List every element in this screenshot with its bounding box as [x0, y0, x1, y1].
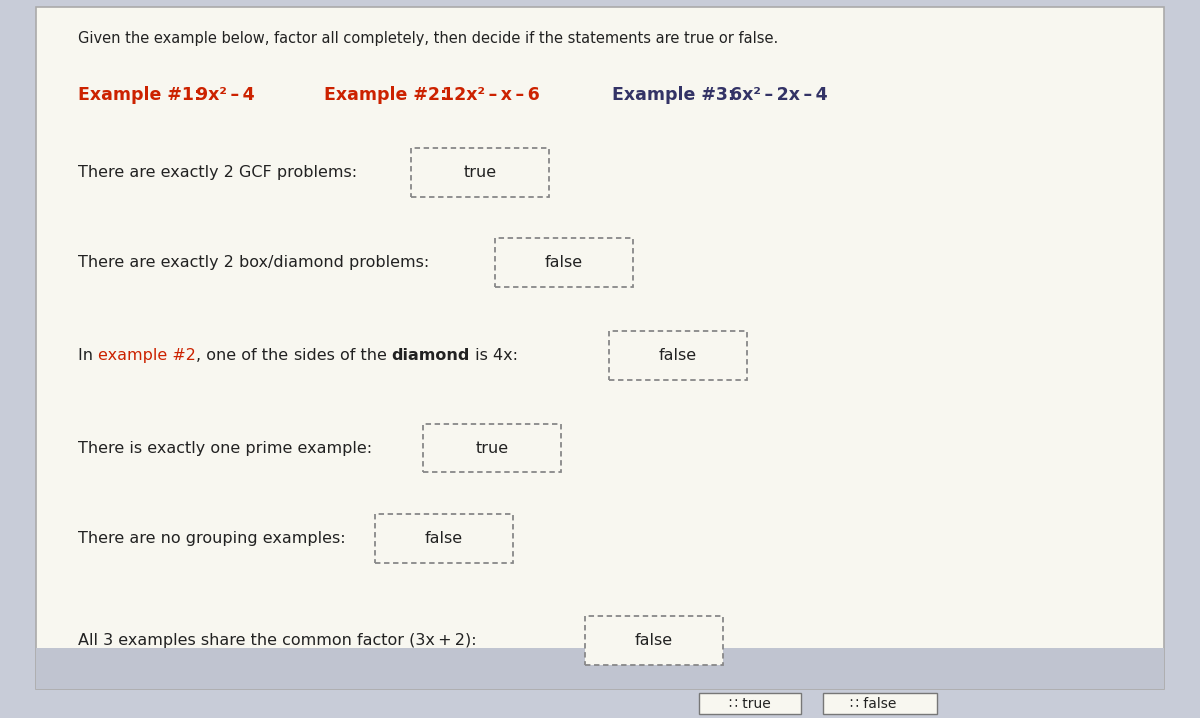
FancyBboxPatch shape	[36, 648, 1164, 689]
FancyBboxPatch shape	[586, 616, 722, 665]
FancyBboxPatch shape	[374, 514, 514, 563]
Text: Example #1:: Example #1:	[78, 86, 208, 104]
Text: Example #2:: Example #2:	[324, 86, 454, 104]
FancyBboxPatch shape	[496, 238, 634, 287]
Text: diamond: diamond	[391, 348, 470, 363]
FancyBboxPatch shape	[698, 693, 802, 714]
Text: Given the example below, factor all completely, then decide if the statements ar: Given the example below, factor all comp…	[78, 31, 779, 46]
Text: ides of the: ides of the	[301, 348, 391, 363]
Text: ∷ true: ∷ true	[730, 696, 770, 711]
Text: 6x² – 2x – 4: 6x² – 2x – 4	[730, 86, 828, 104]
Text: false: false	[425, 531, 463, 546]
Text: Example #3:: Example #3:	[612, 86, 742, 104]
Text: 9x² – 4: 9x² – 4	[196, 86, 254, 104]
Text: false: false	[545, 256, 583, 270]
Text: is 4x:: is 4x:	[470, 348, 518, 363]
Text: false: false	[659, 348, 697, 363]
Text: There are exactly 2 box/diamond problems:: There are exactly 2 box/diamond problems…	[78, 256, 430, 270]
Text: true: true	[463, 165, 497, 180]
Text: In: In	[78, 348, 98, 363]
FancyBboxPatch shape	[424, 424, 562, 472]
Text: true: true	[475, 441, 509, 455]
Text: 12x² – x – 6: 12x² – x – 6	[442, 86, 540, 104]
Text: s: s	[293, 348, 301, 363]
Text: ∷ false: ∷ false	[851, 696, 896, 711]
Text: false: false	[635, 633, 673, 648]
Text: , one of the: , one of the	[196, 348, 293, 363]
Text: There are no grouping examples:: There are no grouping examples:	[78, 531, 346, 546]
Text: There are exactly 2 GCF problems:: There are exactly 2 GCF problems:	[78, 165, 358, 180]
FancyBboxPatch shape	[823, 693, 936, 714]
FancyBboxPatch shape	[610, 331, 748, 380]
Text: All 3 examples share the common factor (3x + 2):: All 3 examples share the common factor (…	[78, 633, 476, 648]
FancyBboxPatch shape	[36, 7, 1164, 689]
FancyBboxPatch shape	[410, 148, 550, 197]
Text: example #2: example #2	[98, 348, 196, 363]
Text: There is exactly one prime example:: There is exactly one prime example:	[78, 441, 372, 455]
